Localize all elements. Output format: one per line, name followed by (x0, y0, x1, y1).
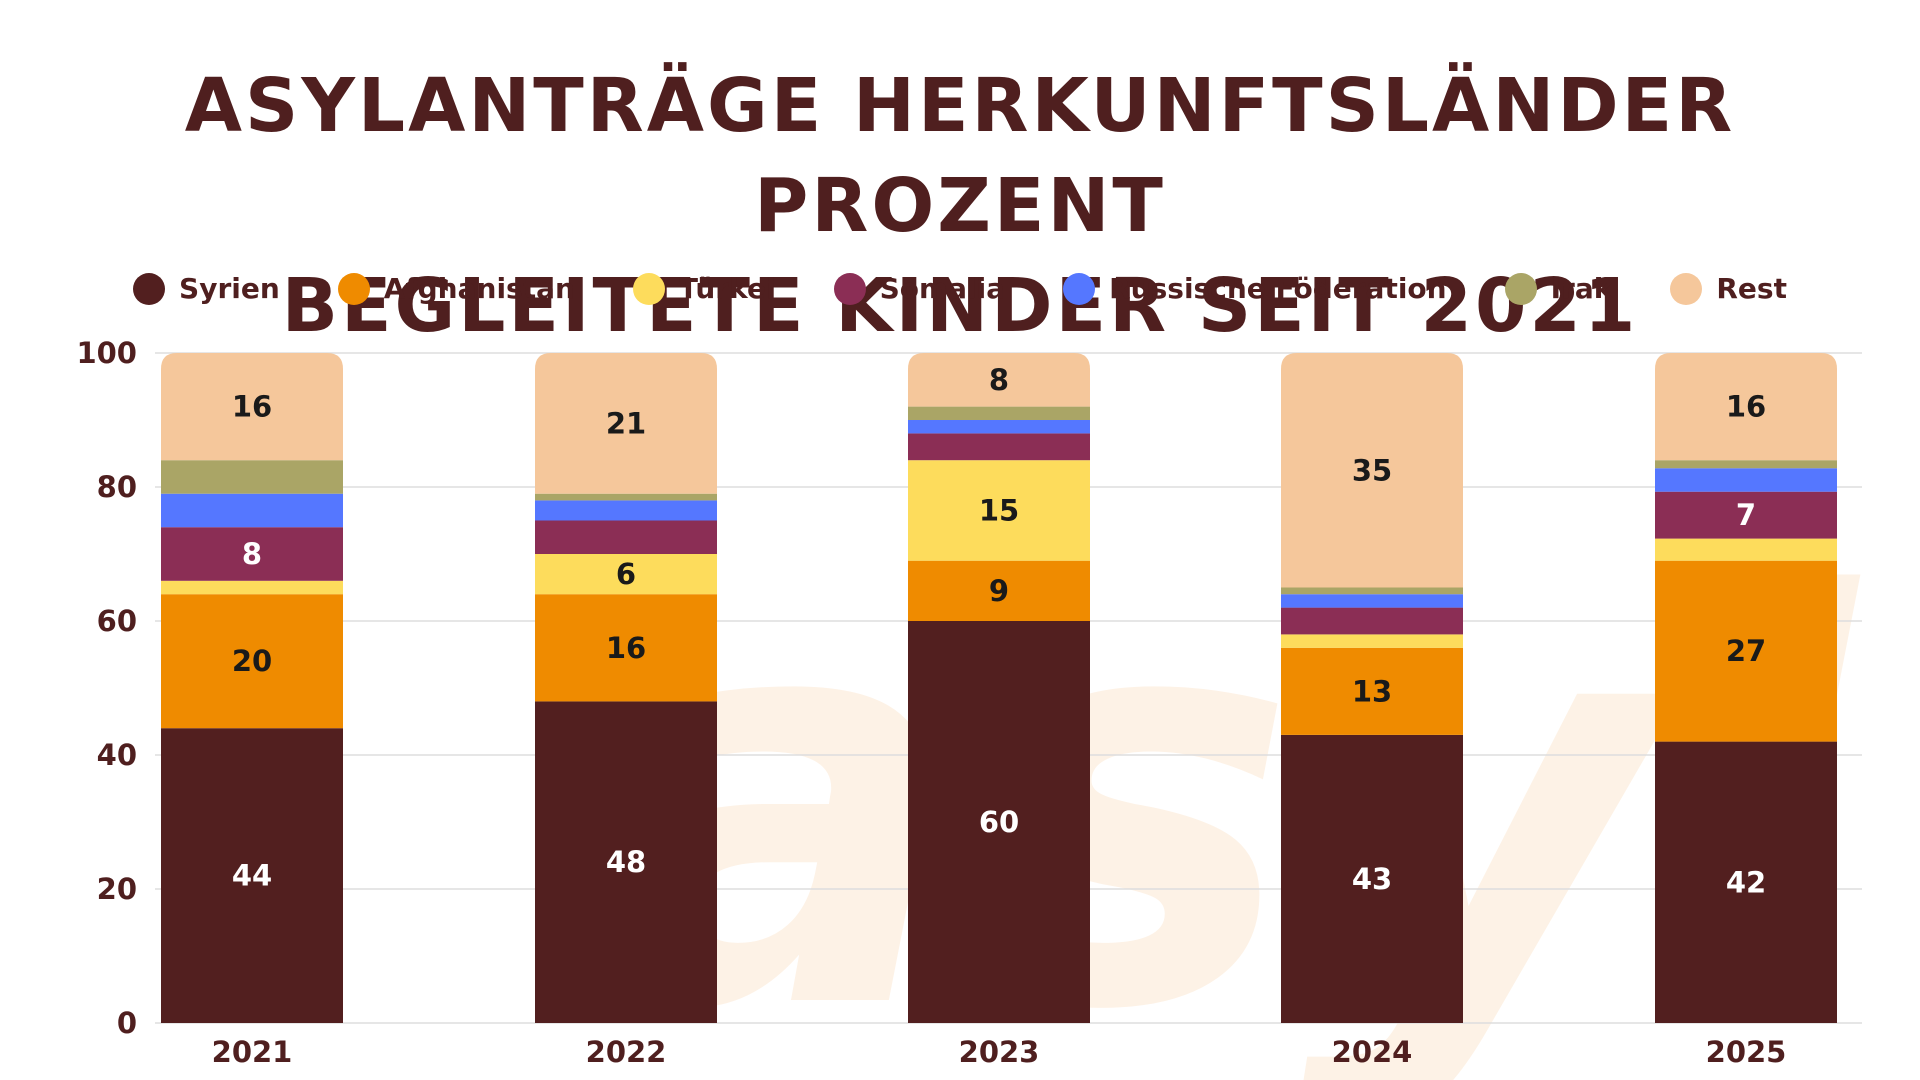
legend-label-tuerkei: Türkei (678, 272, 776, 305)
watermark-logo: asyl (586, 481, 1864, 1080)
bar-segment-russische-f-deration-2023 (908, 420, 1090, 434)
bar-segment-russische-f-deration-2024 (1281, 594, 1463, 608)
legend-label-somalia: Somalia (879, 272, 1006, 305)
data-label: 7 (1736, 498, 1756, 532)
bar-segment-somalia-2022 (535, 520, 717, 554)
bar-stack-2021 (161, 353, 343, 1023)
bar-segment-somalia-2025 (1655, 491, 1837, 539)
chart-title-line-1: ASYLANTRÄGE HERKUNFTSLÄNDER PROZENT (184, 63, 1736, 249)
x-tick-label: 2025 (1706, 1035, 1787, 1069)
y-tick-label: 20 (97, 872, 137, 906)
bar-segment-somalia-2021 (161, 527, 343, 581)
legend-label-rest: Rest (1716, 272, 1787, 305)
data-label: 16 (606, 631, 646, 665)
bar-segment-t-rkei-2021 (161, 580, 343, 595)
bar-stack-2024 (1281, 353, 1463, 1023)
legend-swatch-tuerkei (632, 272, 665, 305)
bar-segment-afghanistan-2024 (1281, 647, 1463, 735)
data-label: 35 (1352, 453, 1392, 487)
data-label: 48 (606, 845, 646, 879)
bar-segment-rest-2022 (535, 353, 717, 494)
legend-item-tuerkei: Türkei (632, 272, 776, 305)
bar-segment-afghanistan-2025 (1655, 560, 1837, 742)
bar-segment-rest-2024 (1281, 353, 1463, 588)
legend-item-syrien: Syrien (133, 272, 280, 305)
data-label: 16 (232, 390, 272, 424)
x-tick-label: 2023 (959, 1035, 1040, 1069)
x-tick-label: 2024 (1332, 1035, 1413, 1069)
legend-item-rest: Rest (1670, 272, 1787, 305)
bar-segment-russische-f-deration-2025 (1655, 468, 1837, 492)
bar-segment-somalia-2024 (1281, 607, 1463, 635)
data-label: 8 (242, 537, 262, 571)
legend-label-russische-foederation: Russische Föderation (1109, 272, 1447, 305)
bar-segment-syrien-2023 (908, 621, 1090, 1023)
bar-segment-afghanistan-2022 (535, 594, 717, 702)
y-tick-label: 40 (97, 738, 137, 772)
bar-segment-irak-2021 (161, 460, 343, 494)
bar-stack-2025 (1655, 353, 1837, 1023)
bar-segment-t-rkei-2023 (908, 460, 1090, 561)
data-label: 27 (1726, 634, 1766, 668)
bar-segment-irak-2022 (535, 493, 717, 501)
legend-swatch-irak (1504, 272, 1537, 305)
legend-swatch-somalia (833, 272, 866, 305)
data-label: 21 (606, 406, 646, 440)
data-label: 42 (1726, 865, 1766, 899)
bar-segment-afghanistan-2021 (161, 594, 343, 729)
legend-label-syrien: Syrien (179, 272, 280, 305)
data-label: 43 (1352, 862, 1392, 896)
legend-item-somalia: Somalia (833, 272, 1006, 305)
bar-segment-irak-2025 (1655, 460, 1837, 469)
bar-segment-irak-2023 (908, 406, 1090, 420)
bar-segment-syrien-2024 (1281, 734, 1463, 1023)
bar-segment-irak-2024 (1281, 587, 1463, 595)
bar-stack-2023 (908, 353, 1090, 1023)
legend-item-irak: Irak (1504, 272, 1613, 305)
legend-swatch-russische-foederation (1063, 272, 1096, 305)
bar-segment-syrien-2025 (1655, 741, 1837, 1023)
data-label: 20 (232, 644, 272, 678)
bar-segment-t-rkei-2025 (1655, 538, 1837, 561)
data-label: 15 (979, 493, 1019, 527)
data-label: 8 (989, 363, 1009, 397)
legend-label-afghanistan: Afghanistan (383, 272, 575, 305)
chart-title-line-2: BEGLEITETE KINDER SEIT 2021 (281, 263, 1639, 349)
legend: Syrien Afghanistan Türkei Somalia Russis… (0, 272, 1920, 305)
bar-segment-russische-f-deration-2021 (161, 493, 343, 528)
bar-segment-rest-2023 (908, 353, 1090, 407)
data-label: 60 (979, 805, 1019, 839)
data-label: 9 (989, 574, 1009, 608)
legend-swatch-rest (1670, 272, 1703, 305)
x-tick-label: 2021 (212, 1035, 293, 1069)
bar-segment-afghanistan-2023 (908, 560, 1090, 621)
legend-item-afghanistan: Afghanistan (337, 272, 575, 305)
data-label: 6 (616, 557, 636, 591)
bar-segment-t-rkei-2024 (1281, 634, 1463, 648)
legend-swatch-afghanistan (337, 272, 370, 305)
y-tick-label: 100 (76, 336, 137, 370)
data-label: 44 (232, 859, 272, 893)
chart-title: ASYLANTRÄGE HERKUNFTSLÄNDER PROZENT BEGL… (0, 56, 1920, 356)
y-tick-label: 80 (97, 470, 137, 504)
x-tick-label: 2022 (586, 1035, 667, 1069)
bar-segment-rest-2025 (1655, 353, 1837, 461)
bar-segment-russische-f-deration-2022 (535, 500, 717, 521)
data-label: 13 (1352, 674, 1392, 708)
y-tick-label: 0 (117, 1006, 137, 1040)
y-tick-label: 60 (97, 604, 137, 638)
bar-segment-syrien-2022 (535, 701, 717, 1023)
bar-segment-syrien-2021 (161, 728, 343, 1023)
bar-segment-somalia-2023 (908, 433, 1090, 461)
legend-swatch-syrien (133, 272, 166, 305)
legend-label-irak: Irak (1550, 272, 1613, 305)
data-label: 16 (1726, 390, 1766, 424)
bar-segment-rest-2021 (161, 353, 343, 461)
bar-stack-2022 (535, 353, 717, 1023)
legend-item-russische-foederation: Russische Föderation (1063, 272, 1447, 305)
bar-segment-t-rkei-2022 (535, 554, 717, 595)
